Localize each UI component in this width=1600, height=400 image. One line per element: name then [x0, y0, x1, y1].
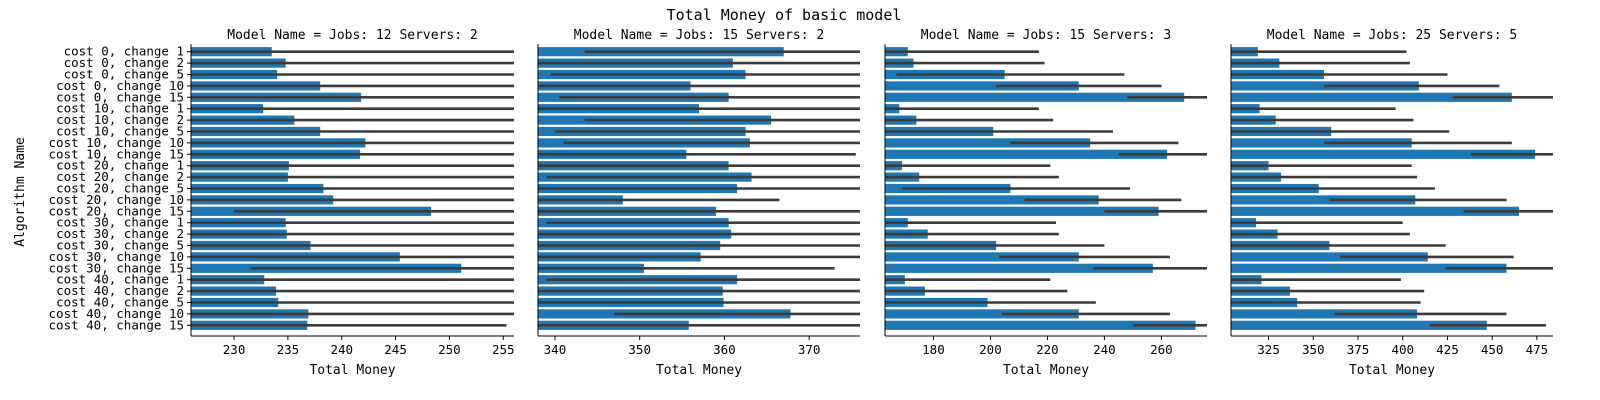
bar [885, 252, 1079, 262]
facet-title: Model Name = Jobs: 15 Servers: 3 [921, 28, 1171, 43]
bar [1231, 138, 1412, 148]
x-tick-label: 375 [1347, 342, 1370, 357]
x-tick-label: 250 [438, 342, 461, 357]
bar [885, 138, 1091, 148]
bar [1231, 206, 1520, 216]
x-axis-label: Total Money [1003, 363, 1089, 378]
x-tick-label: 220 [1036, 342, 1059, 357]
y-tick-label: cost 40, change 15 [49, 317, 184, 332]
x-tick-label: 255 [492, 342, 515, 357]
bar [1231, 149, 1536, 159]
bar [1231, 263, 1507, 273]
y-tick-label: cost 20, change 2 [56, 169, 184, 184]
x-tick-label: 260 [1150, 342, 1173, 357]
y-tick-label: cost 40, change 2 [56, 283, 184, 298]
x-axis-label: Total Money [1349, 363, 1435, 378]
bar [885, 309, 1079, 319]
y-tick-label: cost 0, change 5 [64, 67, 184, 82]
x-tick-label: 340 [544, 342, 567, 357]
bar [885, 195, 1099, 205]
y-tick-label: cost 0, change 1 [64, 44, 184, 59]
facet-panel-3: Model Name = Jobs: 15 Servers: 3 180 200 22… [884, 28, 1207, 378]
bar [885, 206, 1159, 216]
x-tick-label: 240 [330, 342, 353, 357]
bar [1231, 320, 1487, 330]
bar [885, 149, 1168, 159]
y-tick-label: cost 30, change 2 [56, 226, 184, 241]
y-tick-label: cost 30, change 1 [56, 215, 184, 230]
x-tick-label: 350 [628, 342, 651, 357]
x-tick-label: 235 [277, 342, 300, 357]
figure-title: Total Money of basic model [667, 6, 902, 24]
y-tick-label: cost 40, change 10 [49, 306, 184, 321]
facet-title: Model Name = Jobs: 25 Servers: 5 [1267, 28, 1517, 43]
x-tick-label: 450 [1481, 342, 1504, 357]
y-tick-label: cost 10, change 2 [56, 112, 184, 127]
y-tick-label: cost 40, change 5 [56, 295, 184, 310]
x-tick-label: 200 [979, 342, 1002, 357]
y-tick-label: cost 10, change 10 [49, 135, 184, 150]
x-tick-label: 400 [1391, 342, 1414, 357]
x-axis-label: Total Money [656, 363, 742, 378]
x-tick-label: 360 [713, 342, 736, 357]
x-tick-label: 425 [1436, 342, 1459, 357]
bar [1231, 92, 1512, 102]
x-tick-label: 245 [384, 342, 407, 357]
x-tick-label: 325 [1257, 342, 1280, 357]
chart-panels: Model Name = Jobs: 12 Servers: 2 cost 0, … [49, 28, 1553, 378]
y-tick-label: cost 0, change 15 [56, 89, 184, 104]
bar [1231, 309, 1418, 319]
y-tick-label: cost 0, change 2 [64, 55, 184, 70]
bar [1231, 252, 1428, 262]
y-axis-label: Algorithm Name [13, 137, 28, 247]
y-tick-label: cost 20, change 1 [56, 158, 184, 173]
y-tick-label: cost 10, change 5 [56, 124, 184, 139]
facet-panel-2: Model Name = Jobs: 15 Servers: 2 340 350 36… [537, 28, 860, 378]
bar [885, 81, 1079, 91]
facet-title: Model Name = Jobs: 12 Servers: 2 [227, 28, 477, 43]
x-tick-label: 180 [922, 342, 945, 357]
x-tick-label: 350 [1302, 342, 1325, 357]
bar [885, 320, 1196, 330]
facet-title: Model Name = Jobs: 15 Servers: 2 [574, 28, 824, 43]
y-tick-label: cost 30, change 15 [49, 260, 184, 275]
y-tick-label: cost 30, change 10 [49, 249, 184, 264]
y-tick-label: cost 10, change 1 [56, 101, 184, 116]
x-axis-label: Total Money [309, 363, 395, 378]
x-tick-label: 240 [1093, 342, 1116, 357]
bar [1231, 195, 1416, 205]
y-tick-label: cost 10, change 15 [49, 146, 184, 161]
y-tick-label: cost 20, change 15 [49, 203, 184, 218]
facet-panel-1: Model Name = Jobs: 12 Servers: 2 cost 0, … [49, 28, 515, 378]
x-tick-label: 230 [223, 342, 246, 357]
bar [885, 92, 1185, 102]
bar [885, 263, 1153, 273]
y-tick-label: cost 20, change 10 [49, 192, 184, 207]
y-tick-label: cost 0, change 10 [56, 78, 184, 93]
facet-panel-4: Model Name = Jobs: 25 Servers: 5 325 350 37… [1230, 28, 1553, 378]
x-tick-label: 475 [1526, 342, 1549, 357]
y-tick-label: cost 20, change 5 [56, 181, 184, 196]
x-tick-label: 370 [798, 342, 821, 357]
y-tick-label: cost 40, change 1 [56, 272, 184, 287]
y-tick-label: cost 30, change 5 [56, 238, 184, 253]
